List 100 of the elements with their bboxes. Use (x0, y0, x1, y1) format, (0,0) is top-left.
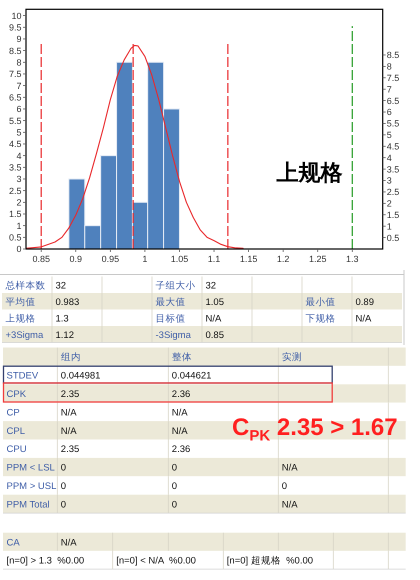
text: 32 (56, 280, 66, 292)
text: 0 (172, 499, 178, 510)
y-tick-label: 4.5 (8, 139, 22, 150)
x-tick-label: 1.2 (276, 254, 290, 264)
x-tick-label: 1.15 (240, 254, 258, 264)
text: 实测 (282, 351, 302, 364)
text: 0 (172, 481, 178, 492)
text: STDEV (6, 370, 39, 382)
text: N/A (60, 537, 78, 548)
text: PPM Total (6, 499, 50, 510)
y-tick-label: 1 (16, 220, 22, 231)
x-tick-label: 1.1 (208, 254, 220, 264)
y2-tick-label: 4.5 (386, 141, 400, 152)
y-tick-label: 2 (16, 198, 22, 208)
text: 2.36 (172, 444, 190, 456)
text: N/A (172, 407, 188, 418)
x-tick-label: 0.95 (102, 254, 120, 264)
text: CP (6, 407, 20, 418)
text: 目标值 (156, 312, 186, 324)
text: 0.85 (206, 330, 224, 341)
line-series (25, 44, 244, 249)
x-tick-label: 1 (142, 254, 148, 264)
text: 0.044621 (172, 370, 212, 382)
y2-tick-label: 5 (386, 130, 392, 140)
y2-tick-label: 3.5 (386, 164, 400, 174)
text: 1.12 (56, 330, 74, 341)
text: 0.89 (356, 296, 374, 308)
text: 组内 (60, 351, 81, 364)
y2-tick-label: 2 (386, 198, 392, 209)
text: [n=0] < N/A %0.00 (116, 556, 196, 566)
text: CPK (6, 389, 27, 400)
y-tick-label: 5 (16, 128, 22, 138)
text: 0 (172, 462, 178, 474)
text: PPM > USL (6, 481, 56, 492)
x-tick-label: 0.85 (32, 254, 50, 264)
text: 最小值 (306, 296, 336, 308)
y2-tick-label: 1 (386, 221, 392, 232)
y-tick-label: 5.5 (8, 116, 22, 126)
y2-tick-label: 8.5 (386, 50, 400, 60)
text: -3Sigma (156, 330, 192, 341)
text: 1.3 (56, 313, 69, 324)
y2-tick-label: 7.5 (386, 72, 400, 83)
y-tick-label: 1.5 (8, 209, 22, 220)
y-tick-label: 10 (11, 10, 22, 21)
text: [n=0] 超规格 %0.00 (226, 554, 314, 566)
y2-tick-label: 6.5 (386, 96, 400, 106)
y2-tick-label: 8 (386, 62, 392, 72)
text: 2.35 (60, 389, 80, 400)
text: 1.05 (206, 296, 224, 308)
x-tick-label: 1.3 (346, 254, 359, 264)
y-tick-label: 3.5 (8, 162, 22, 173)
y-tick-label: 6 (16, 104, 22, 114)
y2-tick-label: 4 (386, 152, 392, 163)
text: N/A (356, 313, 372, 324)
text: PPM < LSL (6, 462, 55, 474)
text: 下规格 (306, 312, 336, 324)
ref-line-label: 上规格 (275, 160, 344, 185)
text: C$_{PK}$ 2.35 > 1.67 (232, 414, 398, 444)
y-tick-label: 0.5 (8, 232, 22, 243)
y-tick-label: 8 (16, 57, 22, 68)
text: N/A (282, 462, 298, 474)
text: 0 (60, 462, 66, 474)
text: N/A (60, 407, 78, 418)
y-tick-label: 8.5 (8, 46, 22, 56)
text: N/A (206, 313, 222, 324)
text: N/A (60, 426, 78, 437)
text: 2.36 (172, 389, 190, 400)
text: 0.044981 (60, 370, 100, 382)
y-tick-label: 9.5 (8, 22, 22, 32)
y-tick-label: 2.5 (8, 186, 22, 196)
y-tick-label: 6.5 (8, 92, 22, 102)
y-tick-label: 7.5 (8, 69, 22, 80)
text: 整体 (172, 351, 192, 364)
y-tick-label: 3 (16, 174, 22, 184)
y2-tick-label: 7 (386, 84, 392, 94)
text: N/A (172, 426, 188, 437)
text: [n=0] > 1.3 %0.00 (6, 556, 84, 566)
text: N/A (282, 499, 298, 510)
text: 0 (60, 499, 66, 510)
text: 上规格 (6, 312, 36, 324)
text: CA (6, 537, 20, 548)
y-tick-label: 7 (16, 80, 22, 91)
y2-tick-label: 6 (386, 107, 392, 118)
y2-tick-label: 2.5 (386, 187, 400, 198)
text: 子组大小 (156, 279, 196, 292)
text: 总样本数 (4, 279, 46, 292)
text: 32 (206, 280, 216, 292)
text: CPU (6, 444, 27, 456)
y-tick-label: 4 (16, 150, 22, 161)
text: 0 (282, 481, 288, 492)
text: 0 (60, 481, 66, 492)
text: 2.35 (60, 444, 80, 456)
text: 最大值 (156, 296, 186, 308)
text: 平均值 (6, 296, 36, 308)
x-tick-label: 1.05 (170, 254, 188, 264)
y2-tick-label: 5.5 (386, 118, 400, 129)
x-tick-label: 1.25 (308, 254, 326, 264)
text: CPL (6, 426, 25, 437)
y-tick-label: 9 (16, 34, 22, 44)
x-tick-label: 0.9 (70, 254, 82, 264)
